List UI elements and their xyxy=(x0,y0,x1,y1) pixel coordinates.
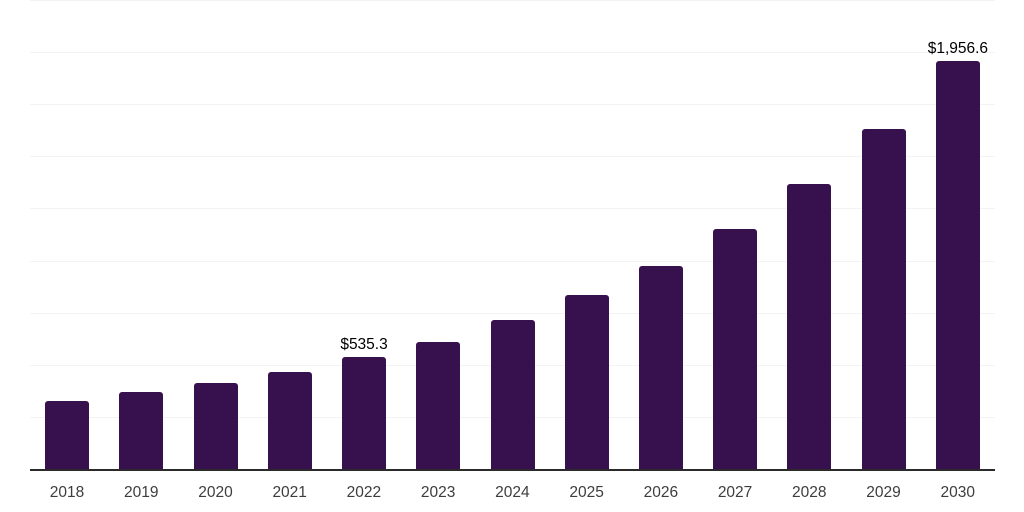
x-tick-label-2027: 2027 xyxy=(717,484,753,501)
bar-2027 xyxy=(713,228,758,469)
bar-2026 xyxy=(638,265,683,469)
x-tick-label-2029: 2029 xyxy=(866,484,901,501)
x-tick-label-2021: 2021 xyxy=(272,484,307,501)
x-tick-label-2030: 2030 xyxy=(940,484,975,501)
gridline xyxy=(30,0,995,1)
gridline xyxy=(30,312,995,314)
bar-2030 xyxy=(935,61,980,469)
bar-2022 xyxy=(342,357,387,469)
gridline xyxy=(30,260,995,262)
gridline xyxy=(30,52,995,54)
bar-2025 xyxy=(564,294,609,469)
x-tick-label-2024: 2024 xyxy=(495,484,530,501)
gridline xyxy=(30,208,995,210)
x-tick-label-2019: 2019 xyxy=(123,484,159,501)
gridline xyxy=(30,104,995,106)
data-label-2030: $1,956.6 xyxy=(927,40,989,58)
x-tick-label-2018: 2018 xyxy=(49,484,85,501)
bar-2021 xyxy=(267,371,312,469)
x-tick-label-2023: 2023 xyxy=(420,484,456,501)
bar-2018 xyxy=(45,400,90,469)
bar-2028 xyxy=(787,184,832,469)
bar-2019 xyxy=(119,391,164,469)
data-label-2022: $535.3 xyxy=(340,336,388,354)
plot-area xyxy=(30,0,995,469)
x-tick-label-2025: 2025 xyxy=(569,484,604,501)
bar-2029 xyxy=(861,129,906,469)
bar-2024 xyxy=(490,319,535,469)
x-tick-label-2020: 2020 xyxy=(198,484,233,501)
x-tick-label-2022: 2022 xyxy=(346,484,382,501)
x-tick-label-2028: 2028 xyxy=(792,484,827,501)
gridline xyxy=(30,156,995,158)
bar-2023 xyxy=(416,341,461,469)
x-axis-line xyxy=(30,469,995,471)
x-tick-label-2026: 2026 xyxy=(643,484,679,501)
bar-2020 xyxy=(193,382,238,469)
